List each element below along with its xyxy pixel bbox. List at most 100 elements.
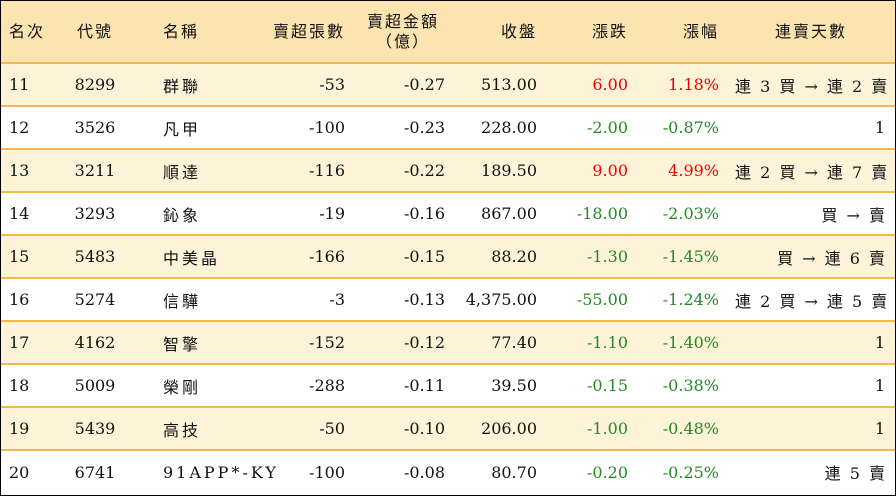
cell-name: 中美晶	[163, 248, 221, 268]
cell-close: 88.20	[491, 247, 537, 266]
cell-change-pct: -2.03%	[662, 204, 719, 223]
cell-streak: 1	[874, 376, 887, 395]
cell-code: 3211	[74, 161, 116, 180]
cell-code: 8299	[74, 75, 116, 94]
cell-change-pct: -0.87%	[662, 118, 719, 137]
cell-change-pct: -1.40%	[662, 333, 719, 352]
cell-close: 4,375.00	[465, 290, 537, 309]
table-row: 13 3211 順達 -116 -0.22 189.50 9.00 4.99% 連 2 買 → …	[1, 149, 895, 192]
cell-sell-lots: -3	[329, 290, 345, 309]
cell-code: 5009	[74, 376, 116, 395]
table-row: 14 3293 鈊象 -19 -0.16 867.00 -18.00 -2.03% 買 → 賣	[1, 192, 895, 235]
cell-sell-lots: -152	[309, 333, 345, 352]
cell-close: 867.00	[481, 204, 537, 223]
table-row: 15 5483 中美晶 -166 -0.15 88.20 -1.30 -1.45% 買 → 連 …	[1, 235, 895, 278]
header-sell-amount: 賣超金額 （億）	[353, 1, 453, 63]
cell-sell-amount: -0.22	[403, 161, 445, 180]
table-row: 18 5009 榮剛 -288 -0.11 39.50 -0.15 -0.38% 1	[1, 364, 895, 407]
cell-name: 智擎	[163, 334, 202, 354]
header-change-pct: 漲幅	[682, 21, 719, 41]
cell-rank: 11	[9, 75, 30, 94]
header-sell-lots: 賣超張數	[272, 21, 345, 41]
cell-change-pct: -1.24%	[662, 290, 719, 309]
cell-streak: 1	[874, 118, 887, 137]
cell-close: 80.70	[491, 462, 537, 482]
cell-change: -1.00	[586, 419, 628, 438]
cell-sell-lots: -288	[309, 376, 345, 395]
cell-change: 9.00	[592, 161, 628, 180]
cell-sell-amount: -0.11	[403, 376, 445, 395]
cell-sell-lots: -116	[309, 161, 345, 180]
header-streak: 連賣天數	[774, 21, 847, 41]
header-name: 名稱	[163, 21, 200, 41]
cell-change-pct: -0.38%	[662, 376, 719, 395]
cell-close: 206.00	[481, 419, 537, 438]
table-row: 19 5439 高技 -50 -0.10 206.00 -1.00 -0.48% 1	[1, 407, 895, 450]
cell-streak: 連 5 賣	[824, 464, 887, 483]
cell-change-pct: -0.25%	[662, 462, 719, 482]
cell-change: -18.00	[576, 204, 628, 223]
cell-rank: 18	[9, 376, 30, 395]
cell-change: -1.10	[586, 333, 628, 352]
cell-rank: 15	[9, 247, 30, 266]
cell-change: -0.20	[586, 462, 628, 482]
cell-sell-amount: -0.15	[403, 247, 445, 266]
cell-sell-lots: -53	[319, 75, 345, 94]
cell-sell-amount: -0.08	[403, 462, 445, 482]
table-body: 11 8299 群聯 -53 -0.27 513.00 6.00 1.18% 連 3 買 → 連…	[1, 63, 895, 493]
cell-code: 5274	[74, 290, 116, 309]
cell-name: 91APP*-KY	[163, 462, 279, 482]
cell-name: 群聯	[163, 76, 202, 96]
cell-rank: 16	[9, 290, 30, 309]
cell-change-pct: 4.99%	[668, 161, 719, 180]
header-code: 代號	[76, 21, 113, 41]
header-sell-amount-label: 賣超金額	[366, 11, 439, 31]
cell-change: -0.15	[586, 376, 628, 395]
cell-name: 凡甲	[163, 119, 202, 139]
cell-rank: 12	[9, 118, 30, 137]
cell-close: 228.00	[481, 118, 537, 137]
table-header-row: 名次 代號 名稱 賣超張數 賣超金額 （億） 收盤 漲跌 漲幅 連賣天數	[1, 1, 895, 63]
cell-change-pct: 1.18%	[668, 75, 719, 94]
cell-close: 513.00	[481, 75, 537, 94]
header-close: 收盤	[500, 21, 537, 41]
cell-change: -2.00	[586, 118, 628, 137]
cell-rank: 20	[9, 462, 30, 482]
cell-change: -1.30	[586, 247, 628, 266]
cell-streak: 1	[874, 333, 887, 352]
cell-sell-lots: -100	[309, 462, 345, 482]
cell-change: 6.00	[592, 75, 628, 94]
table-row: 16 5274 信驊 -3 -0.13 4,375.00 -55.00 -1.24% 連 2 買…	[1, 278, 895, 321]
cell-sell-lots: -166	[309, 247, 345, 266]
cell-sell-lots: -100	[309, 118, 345, 137]
cell-rank: 17	[9, 333, 30, 352]
cell-change: -55.00	[576, 290, 628, 309]
table-row: 12 3526 凡甲 -100 -0.23 228.00 -2.00 -0.87% 1	[1, 106, 895, 149]
cell-sell-amount: -0.23	[403, 118, 445, 137]
cell-sell-amount: -0.13	[403, 290, 445, 309]
cell-close: 39.50	[491, 376, 537, 395]
cell-rank: 19	[9, 419, 30, 438]
cell-change-pct: -0.48%	[662, 419, 719, 438]
cell-sell-amount: -0.12	[403, 333, 445, 352]
cell-sell-lots: -50	[319, 419, 345, 438]
header-change: 漲跌	[591, 21, 628, 41]
table-row: 20 6741 91APP*-KY -100 -0.08 80.70 -0.20 -0.25%…	[1, 450, 895, 493]
cell-streak: 買 → 賣	[821, 205, 887, 225]
cell-code: 5439	[74, 419, 116, 438]
cell-streak: 1	[874, 419, 887, 438]
cell-rank: 13	[9, 161, 30, 180]
cell-rank: 14	[9, 204, 30, 223]
cell-close: 189.50	[481, 161, 537, 180]
cell-streak: 連 2 買 → 連 5 賣	[735, 291, 890, 311]
cell-close: 77.40	[491, 333, 537, 352]
cell-code: 6741	[74, 462, 116, 482]
cell-code: 4162	[74, 333, 116, 352]
cell-code: 5483	[74, 247, 116, 266]
cell-sell-amount: -0.27	[403, 75, 445, 94]
cell-sell-amount: -0.16	[403, 204, 445, 223]
cell-code: 3293	[74, 204, 116, 223]
cell-change-pct: -1.45%	[662, 247, 719, 266]
